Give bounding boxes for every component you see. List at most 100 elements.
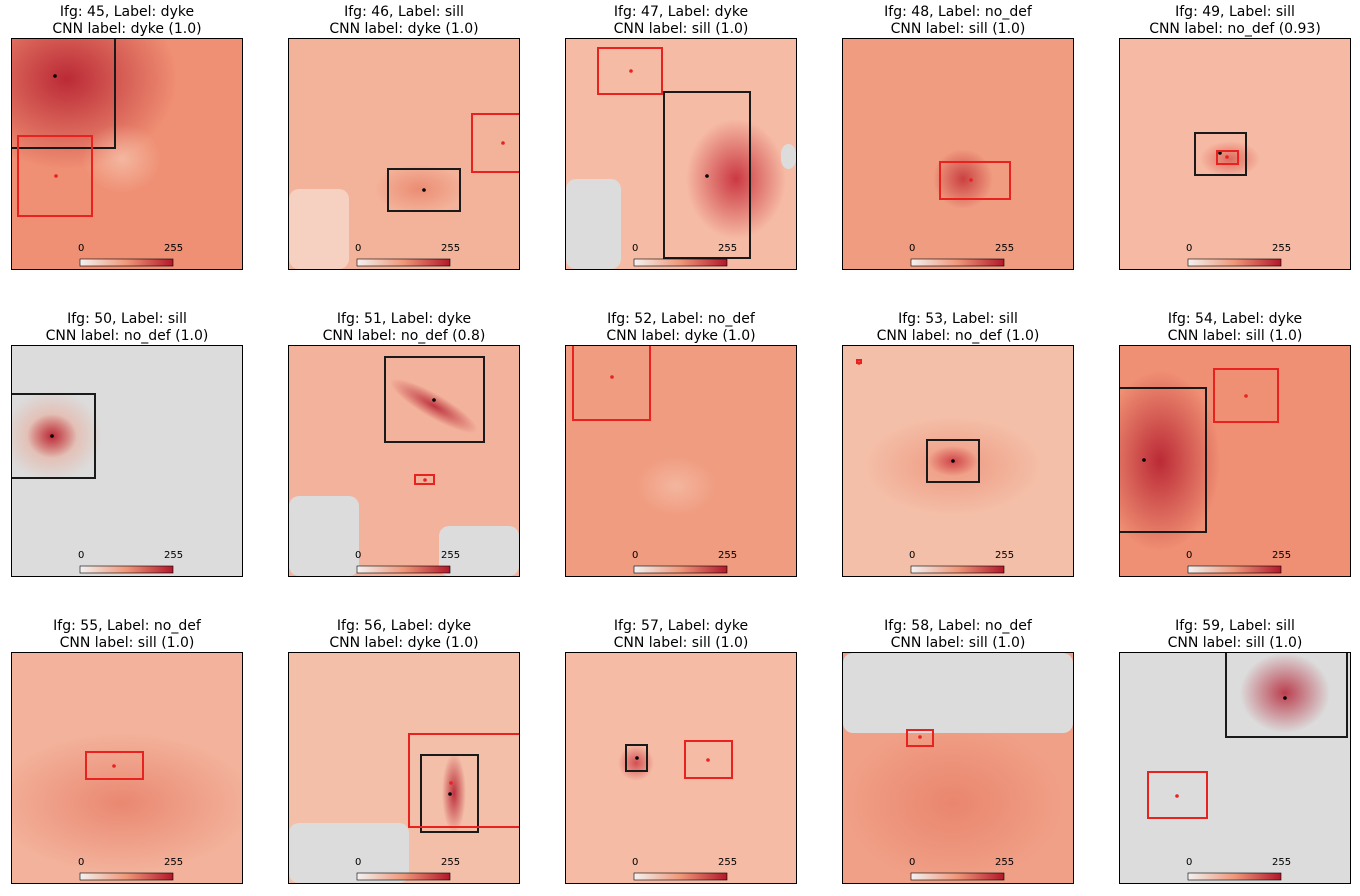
colorbar-max-label: 255 <box>164 857 184 868</box>
interferogram-image: 0 255 <box>1119 345 1351 577</box>
deformation-signal <box>618 745 654 781</box>
masked-region <box>843 653 1073 733</box>
panel-title: Ifg: 45, Label: dyke CNN label: dyke (1.0… <box>0 4 263 38</box>
panel-title: Ifg: 56, Label: dyke CNN label: dyke (1.0… <box>268 618 540 652</box>
cnn-centre-dot <box>951 459 955 463</box>
colorbar-max-label: 255 <box>1272 857 1292 868</box>
panel-title-line: Ifg: 57, Label: dyke <box>613 618 749 634</box>
ifg-panel: Ifg: 47, Label: dyke CNN label: sill (1.0… <box>565 4 797 274</box>
label-centre-dot <box>54 174 58 178</box>
colorbar-max-label: 255 <box>995 550 1015 561</box>
colorbar <box>910 872 1005 881</box>
panel-cnn-label-line: CNN label: sill (1.0) <box>59 635 195 651</box>
ifg-panel: Ifg: 45, Label: dyke CNN label: dyke (1.0… <box>11 4 243 274</box>
cnn-location-box <box>1120 387 1207 533</box>
colorbar <box>633 872 728 881</box>
colorbar <box>79 565 174 574</box>
label-location-box <box>684 740 733 779</box>
panel-cnn-label-line: CNN label: no_def (1.0) <box>876 328 1040 344</box>
panel-cnn-label-line: CNN label: dyke (1.0) <box>52 21 202 37</box>
interferogram-svg <box>289 346 519 576</box>
label-centre-dot <box>449 781 453 785</box>
panel-cnn-label-line: CNN label: dyke (1.0) <box>329 21 479 37</box>
cnn-centre-dot <box>50 434 54 438</box>
label-centre-dot <box>423 478 427 482</box>
cnn-centre-dot <box>1142 458 1146 462</box>
colorbar-max-label: 255 <box>441 243 461 254</box>
panel-cnn-label-line: CNN label: sill (1.0) <box>613 635 749 651</box>
colorbar-min-label: 0 <box>78 550 85 561</box>
interferogram-image: 0 255 <box>11 652 243 884</box>
panel-title: Ifg: 48, Label: no_def CNN label: sill (1… <box>822 4 1094 38</box>
interferogram-image: 0 255 <box>11 38 243 270</box>
ifg-panel: Ifg: 57, Label: dyke CNN label: sill (1.0… <box>565 618 797 888</box>
label-centre-dot <box>857 361 861 365</box>
cnn-location-box <box>1194 132 1247 176</box>
panel-title-line: Ifg: 53, Label: sill <box>898 311 1018 327</box>
colorbar <box>1187 872 1282 881</box>
colorbar-min-label: 0 <box>909 857 916 868</box>
panel-title-line: Ifg: 49, Label: sill <box>1175 4 1295 20</box>
cnn-location-box <box>420 754 479 833</box>
panel-title-line: Ifg: 59, Label: sill <box>1175 618 1295 634</box>
interferogram-image: 0 255 <box>842 345 1074 577</box>
masked-region <box>439 526 519 576</box>
label-location-box <box>1213 368 1279 423</box>
cnn-centre-dot <box>448 792 452 796</box>
ifg-panel: Ifg: 50, Label: sill CNN label: no_def (1… <box>11 311 243 581</box>
interferogram-svg <box>289 653 519 883</box>
interferogram-svg <box>566 39 796 269</box>
label-location-box <box>471 113 519 173</box>
label-centre-dot <box>969 178 973 182</box>
ifg-panel: Ifg: 55, Label: no_def CNN label: sill (1… <box>11 618 243 888</box>
panel-cnn-label-line: CNN label: sill (1.0) <box>890 21 1026 37</box>
colorbar-min-label: 0 <box>909 550 916 561</box>
label-location-box <box>572 346 651 421</box>
cnn-location-box <box>625 744 648 772</box>
panel-cnn-label-line: CNN label: dyke (1.0) <box>329 635 479 651</box>
panel-title: Ifg: 58, Label: no_def CNN label: sill (1… <box>822 618 1094 652</box>
panel-cnn-label-line: CNN label: dyke (1.0) <box>606 328 756 344</box>
deformation-signal <box>1120 371 1220 551</box>
panel-title-line: Ifg: 58, Label: no_def <box>884 618 1032 634</box>
label-centre-dot <box>1175 794 1179 798</box>
interferogram-image: 0 255 <box>11 345 243 577</box>
panel-title: Ifg: 51, Label: dyke CNN label: no_def (0… <box>268 311 540 345</box>
panel-title: Ifg: 59, Label: sill CNN label: sill (1.0… <box>1099 618 1360 652</box>
colorbar-min-label: 0 <box>909 243 916 254</box>
label-centre-dot <box>610 375 614 379</box>
label-centre-dot <box>1225 155 1229 159</box>
ifg-panel: Ifg: 48, Label: no_def CNN label: sill (1… <box>842 4 1074 274</box>
panel-title: Ifg: 53, Label: sill CNN label: no_def (1… <box>822 311 1094 345</box>
label-location-box <box>17 135 93 217</box>
label-location-box <box>906 729 934 747</box>
panel-title-line: Ifg: 55, Label: no_def <box>53 618 201 634</box>
label-centre-dot <box>112 764 116 768</box>
label-location-box <box>414 474 435 485</box>
interferogram-image: 0 255 <box>1119 38 1351 270</box>
interferogram-image: 0 255 <box>842 38 1074 270</box>
interferogram-svg <box>843 653 1073 883</box>
panel-title: Ifg: 46, Label: sill CNN label: dyke (1.0… <box>268 4 540 38</box>
panel-cnn-label-line: CNN label: no_def (1.0) <box>45 328 209 344</box>
panel-title: Ifg: 49, Label: sill CNN label: no_def (0… <box>1099 4 1360 38</box>
deformation-signal <box>374 164 464 214</box>
panel-cnn-label-line: CNN label: sill (1.0) <box>1167 635 1303 651</box>
colorbar-max-label: 255 <box>441 550 461 561</box>
interferogram-image: 0 255 <box>565 345 797 577</box>
masked-region <box>289 823 409 883</box>
cnn-centre-dot <box>1283 696 1287 700</box>
deformation-signal <box>12 733 242 873</box>
panel-cnn-label-line: CNN label: no_def (0.93) <box>1149 21 1321 37</box>
cnn-location-box <box>12 39 116 149</box>
interferogram-svg <box>12 346 242 576</box>
colorbar <box>910 565 1005 574</box>
colorbar-max-label: 255 <box>441 857 461 868</box>
deformation-signal <box>843 723 1063 883</box>
ifg-panel: Ifg: 59, Label: sill CNN label: sill (1.0… <box>1119 618 1351 888</box>
panel-title-line: Ifg: 51, Label: dyke <box>336 311 472 327</box>
masked-region <box>289 496 359 576</box>
cnn-location-box <box>926 439 980 483</box>
colorbar-max-label: 255 <box>1272 550 1292 561</box>
deformation-background <box>566 653 796 883</box>
